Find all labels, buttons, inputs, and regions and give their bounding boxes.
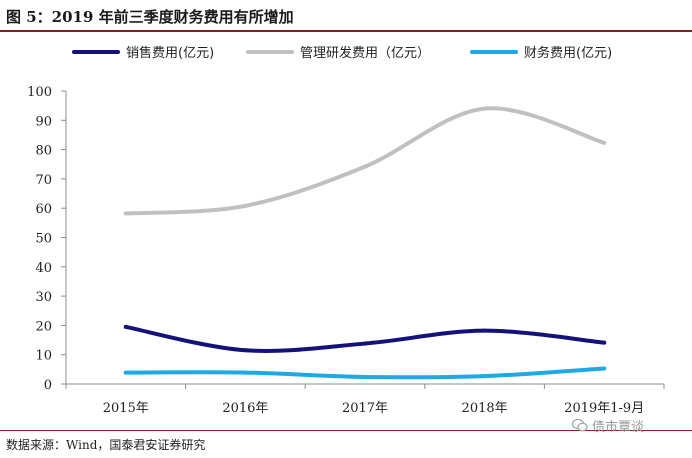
data-point	[602, 366, 607, 371]
data-point	[482, 106, 487, 111]
data-point	[363, 341, 367, 346]
data-point	[123, 324, 128, 329]
data-point	[482, 328, 487, 333]
legend-swatch-admin-rd	[246, 49, 294, 54]
y-tick-label: 70	[35, 173, 52, 188]
title-divider	[0, 30, 692, 32]
y-tick-label: 90	[35, 114, 52, 129]
data-point	[482, 374, 487, 379]
legend-label-admin-rd: 管理研发费用（亿元）	[300, 46, 431, 61]
data-point	[363, 164, 367, 169]
data-point	[243, 348, 248, 353]
data-point	[602, 340, 607, 345]
y-tick-label: 100	[27, 85, 52, 100]
data-source-note: 数据来源：Wind，国泰君安证券研究	[6, 438, 206, 452]
y-tick-label: 60	[35, 202, 52, 217]
x-tick-label: 2019年1-9月	[564, 401, 644, 416]
legend-item-admin-rd: 管理研发费用（亿元）	[246, 42, 430, 61]
legend-label-sales: 销售费用(亿元)	[126, 46, 215, 61]
legend-swatch-sales	[72, 49, 120, 54]
wechat-icon	[572, 419, 588, 432]
data-point	[243, 370, 248, 375]
y-tick-label: 20	[35, 319, 52, 334]
series-line-sales	[123, 324, 607, 353]
x-tick-label: 2015年	[103, 401, 149, 416]
legend-item-sales: 销售费用(亿元)	[72, 42, 214, 61]
watermark: 债市覃谈	[572, 416, 644, 435]
y-axis: 0 10 20 30 40 50 60 70 80 90 100	[27, 85, 67, 393]
y-tick-label: 40	[35, 261, 52, 276]
chart-legend: 销售费用(亿元) 管理研发费用（亿元） 财务费用(亿元)	[0, 42, 692, 66]
x-tick-label: 2016年	[222, 401, 268, 416]
data-point	[602, 140, 607, 145]
legend-label-finance: 财务费用(亿元)	[524, 46, 613, 61]
figure-title: 图 5：2019 年前三季度财务费用有所增加	[6, 8, 294, 26]
series-line-admin-rd	[123, 106, 607, 216]
footer-divider	[0, 430, 692, 431]
x-axis: 2015年 2016年 2017年 2018年 2019年1-9月	[65, 383, 665, 416]
y-tick-label: 50	[35, 232, 52, 247]
data-point	[243, 203, 248, 208]
data-point	[363, 374, 367, 379]
legend-item-finance: 财务费用(亿元)	[470, 42, 612, 61]
watermark-text: 债市覃谈	[592, 420, 645, 435]
data-point	[123, 211, 128, 216]
y-tick-label: 30	[35, 290, 52, 305]
x-tick-label: 2017年	[342, 401, 388, 416]
chart-series	[123, 106, 607, 380]
x-tick-label: 2018年	[462, 401, 508, 416]
data-point	[123, 370, 128, 375]
y-tick-label: 0	[44, 378, 52, 393]
y-tick-label: 80	[35, 144, 52, 159]
y-tick-label: 10	[35, 349, 52, 364]
legend-swatch-finance	[470, 49, 518, 54]
